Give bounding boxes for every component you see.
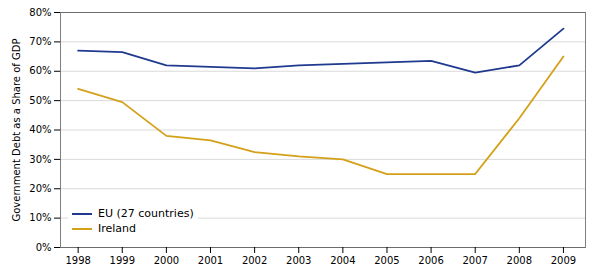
svg-text:40%: 40%	[29, 124, 51, 135]
svg-text:2006: 2006	[418, 255, 443, 266]
svg-text:2004: 2004	[330, 255, 355, 266]
svg-text:2000: 2000	[154, 255, 179, 266]
svg-text:60%: 60%	[29, 65, 51, 76]
svg-text:20%: 20%	[29, 183, 51, 194]
html-text:Ireland: Ireland	[98, 222, 136, 235]
svg-text:10%: 10%	[29, 212, 51, 223]
html-text:EU (27 countries): EU (27 countries)	[98, 207, 194, 220]
svg-text:2009: 2009	[551, 255, 576, 266]
svg-text:50%: 50%	[29, 95, 51, 106]
svg-text:2005: 2005	[374, 255, 399, 266]
svg-text:2007: 2007	[462, 255, 487, 266]
svg-text:1998: 1998	[65, 255, 90, 266]
svg-text:0%: 0%	[36, 242, 52, 253]
svg-text:30%: 30%	[29, 154, 51, 165]
svg-text:1999: 1999	[110, 255, 135, 266]
svg-text:2008: 2008	[507, 255, 532, 266]
svg-text:2003: 2003	[286, 255, 311, 266]
svg-text:80%: 80%	[29, 7, 51, 18]
svg-text:Government Debt as a Share of: Government Debt as a Share of GDP	[11, 39, 22, 222]
svg-text:2002: 2002	[242, 255, 267, 266]
svg-text:2001: 2001	[198, 255, 223, 266]
svg-text:70%: 70%	[29, 36, 51, 47]
